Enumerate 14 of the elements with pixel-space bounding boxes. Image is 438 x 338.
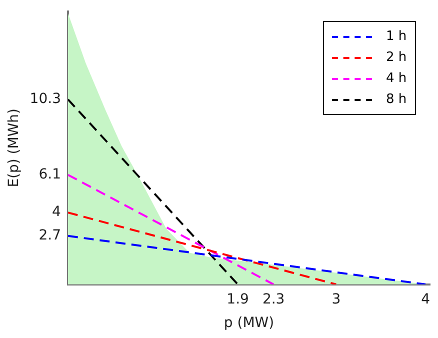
y-axis-title: E(p) (MWh) — [6, 108, 22, 188]
y-tick-label: 10.3 — [30, 91, 61, 108]
x-tick-label: 3 — [332, 291, 341, 308]
x-tick-label: 4 — [421, 291, 430, 308]
x-axis-title: p (MW) — [224, 315, 274, 332]
legend-label: 4 h — [386, 71, 407, 86]
legend-label: 1 h — [386, 29, 407, 44]
y-tick-label: 6.1 — [38, 166, 61, 182]
y-tick-label: 4 — [52, 204, 62, 220]
x-tick-label: 2.3 — [262, 291, 285, 308]
y-tick-label: 2.7 — [38, 228, 61, 244]
legend-label: 8 h — [386, 92, 407, 108]
legend-label: 2 h — [386, 50, 407, 66]
x-tick-label: 1.9 — [226, 291, 249, 308]
